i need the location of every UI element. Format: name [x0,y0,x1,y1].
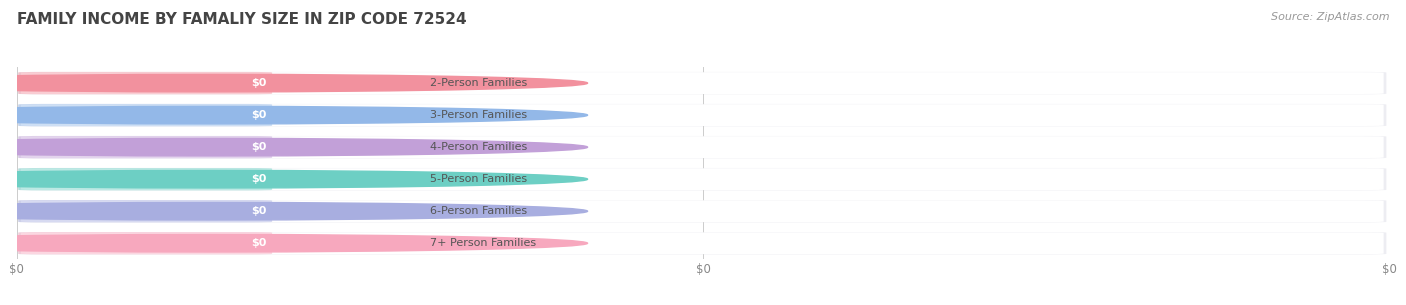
FancyBboxPatch shape [18,232,273,254]
FancyBboxPatch shape [18,168,1386,190]
FancyBboxPatch shape [18,104,1386,126]
FancyBboxPatch shape [21,72,1384,94]
Circle shape [0,235,588,252]
Text: 5-Person Families: 5-Person Families [430,174,527,184]
FancyBboxPatch shape [18,104,273,126]
Text: 4-Person Families: 4-Person Families [430,142,527,152]
FancyBboxPatch shape [18,168,273,190]
Circle shape [0,170,588,188]
Text: $0: $0 [252,206,267,216]
FancyBboxPatch shape [21,104,1384,126]
Text: $0: $0 [252,78,267,88]
FancyBboxPatch shape [18,232,1386,254]
Text: 6-Person Families: 6-Person Families [430,206,527,216]
FancyBboxPatch shape [21,232,1384,254]
FancyBboxPatch shape [18,72,273,94]
Text: 3-Person Families: 3-Person Families [430,110,527,120]
Text: Source: ZipAtlas.com: Source: ZipAtlas.com [1271,12,1389,22]
FancyBboxPatch shape [21,168,1384,190]
Text: $0: $0 [252,238,267,248]
Text: 2-Person Families: 2-Person Families [430,78,527,88]
FancyBboxPatch shape [18,200,273,222]
Text: $0: $0 [252,110,267,120]
FancyBboxPatch shape [21,200,1384,222]
Text: $0: $0 [252,174,267,184]
FancyBboxPatch shape [21,136,1384,158]
Text: 7+ Person Families: 7+ Person Families [430,238,536,248]
Circle shape [0,138,588,156]
FancyBboxPatch shape [18,200,1386,222]
FancyBboxPatch shape [18,136,1386,158]
Circle shape [0,106,588,124]
Circle shape [0,74,588,92]
Circle shape [0,203,588,220]
Text: $0: $0 [252,142,267,152]
FancyBboxPatch shape [18,136,273,158]
FancyBboxPatch shape [18,72,1386,94]
Text: FAMILY INCOME BY FAMALIY SIZE IN ZIP CODE 72524: FAMILY INCOME BY FAMALIY SIZE IN ZIP COD… [17,12,467,27]
